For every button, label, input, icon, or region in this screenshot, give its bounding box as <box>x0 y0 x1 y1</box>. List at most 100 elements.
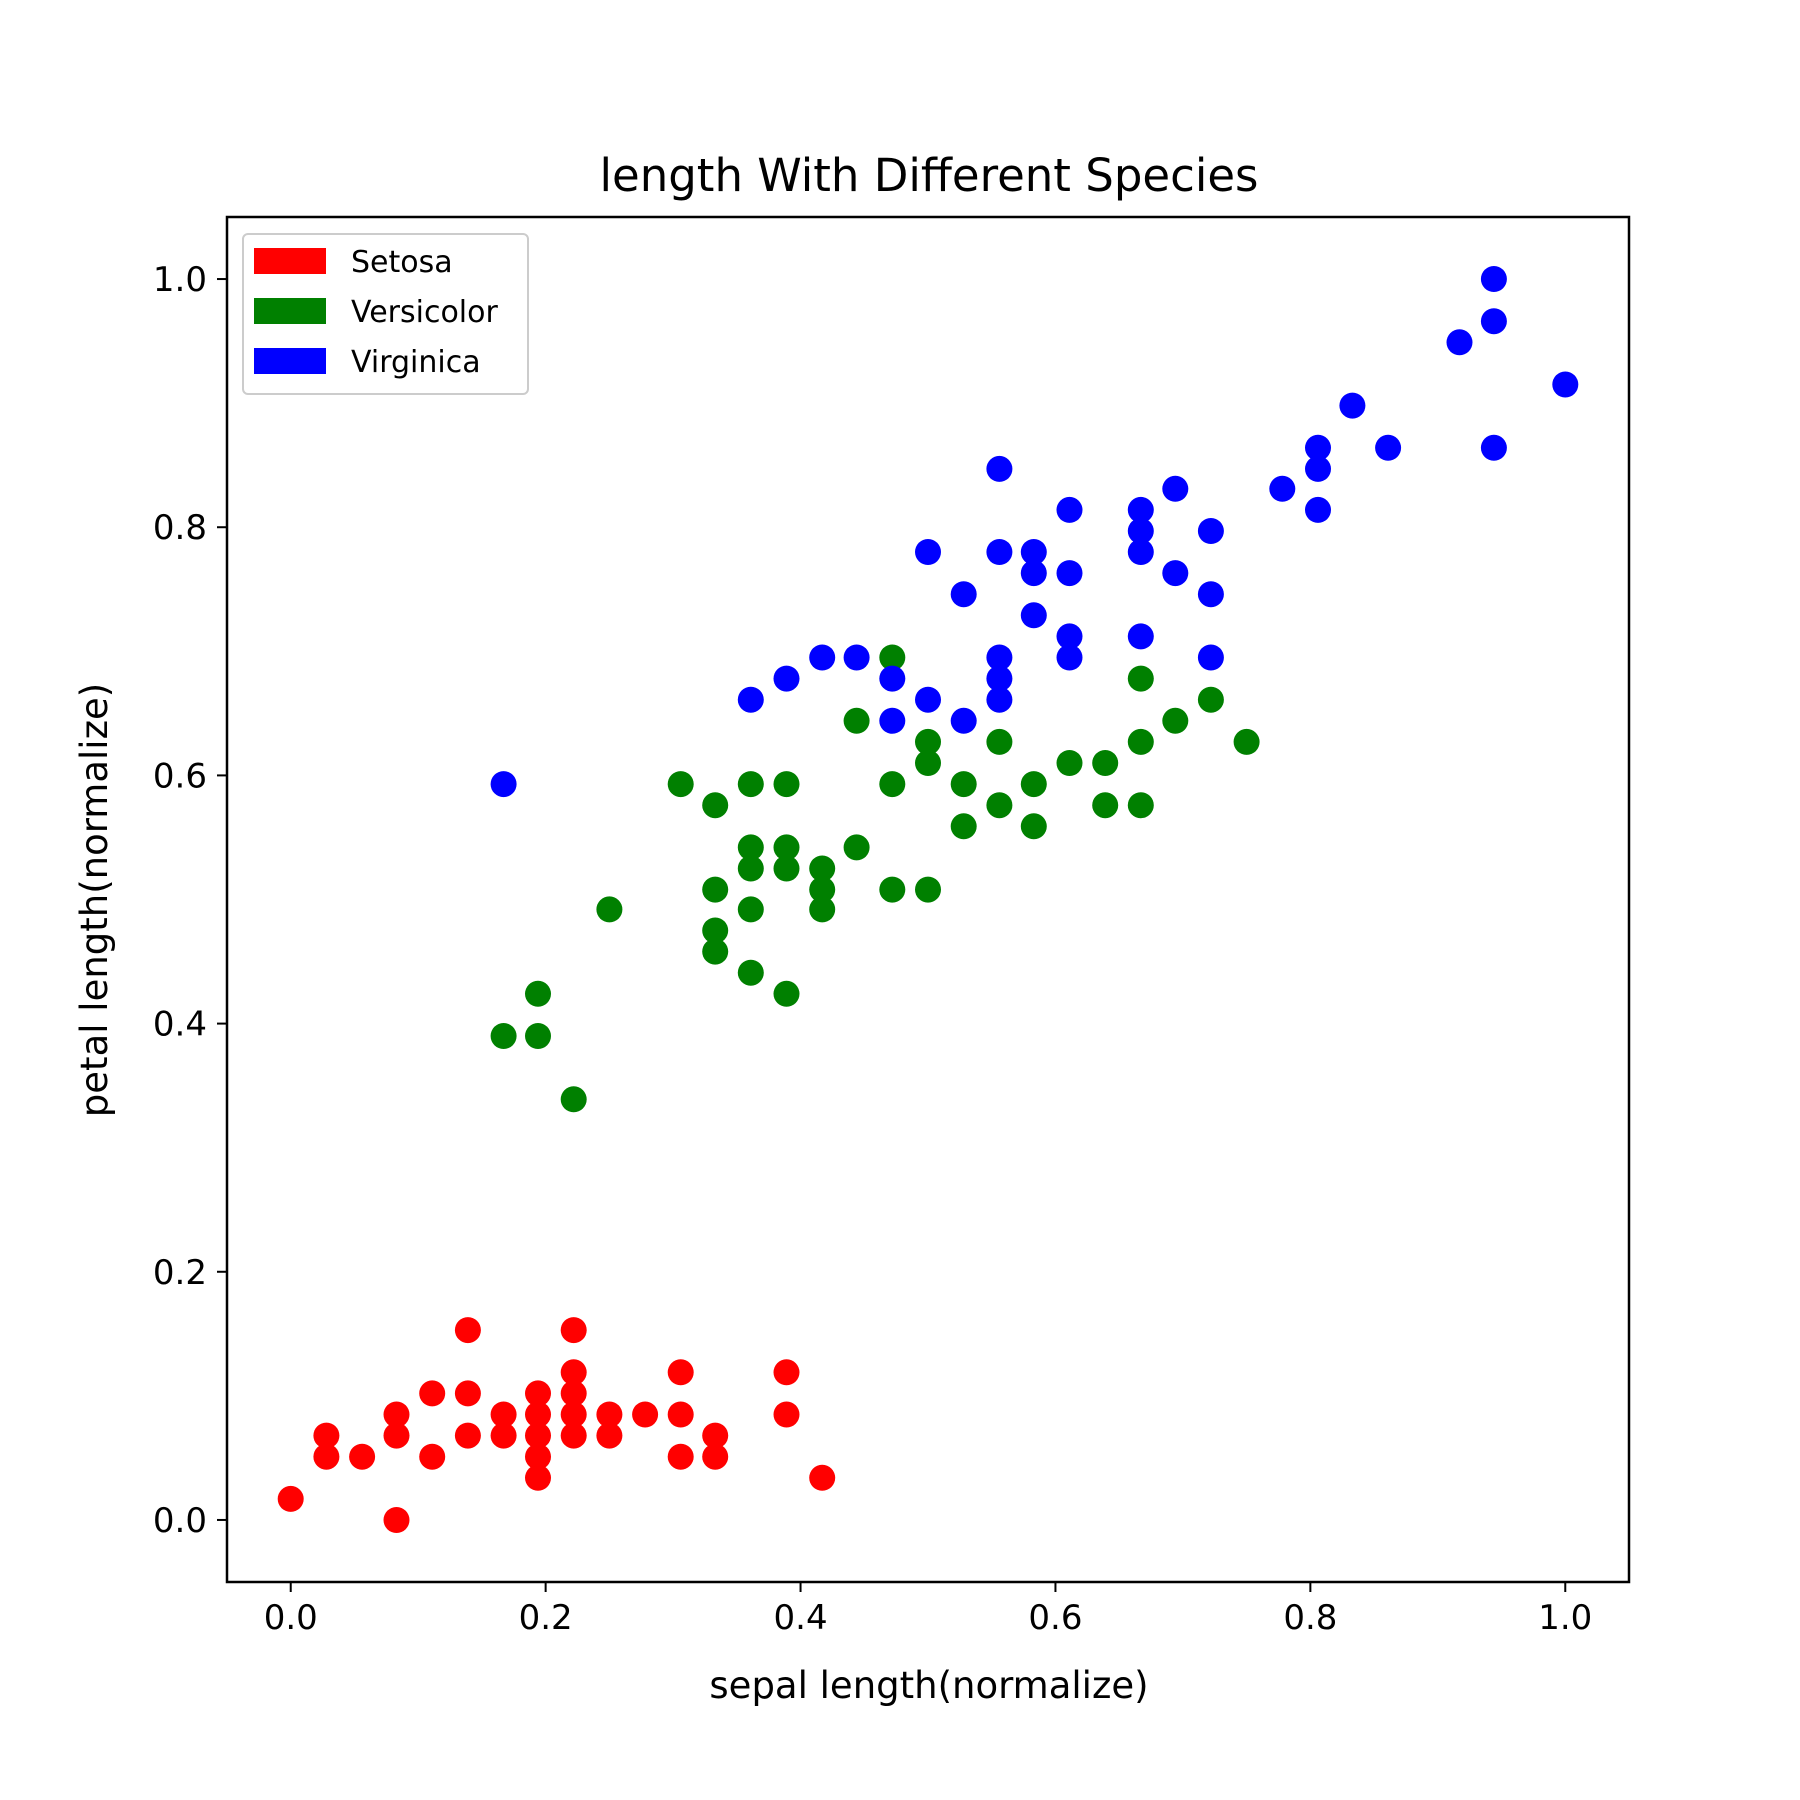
point-setosa-10 <box>454 1380 481 1407</box>
point-setosa-22 <box>560 1359 587 1386</box>
y-axis-ticks: 0.0 0.2 0.4 0.6 0.8 1.0 <box>153 260 227 1541</box>
point-versicolor-37 <box>1092 792 1119 819</box>
point-virginica-4 <box>843 644 870 671</box>
y-tick-label: 0.6 <box>153 756 207 796</box>
y-tick-label: 0.2 <box>153 1253 207 1293</box>
point-versicolor-31 <box>950 771 977 798</box>
point-versicolor-10 <box>737 959 764 986</box>
point-versicolor-36 <box>1056 750 1083 776</box>
point-virginica-6 <box>879 665 906 692</box>
point-virginica-37 <box>1375 434 1402 461</box>
point-virginica-25 <box>1127 518 1154 544</box>
point-setosa-24 <box>596 1422 623 1449</box>
point-setosa-16 <box>525 1422 551 1449</box>
point-virginica-12 <box>986 665 1013 692</box>
point-virginica-15 <box>986 455 1013 482</box>
point-setosa-29 <box>667 1359 694 1386</box>
y-tick-label: 1.0 <box>153 260 207 300</box>
point-setosa-3 <box>349 1443 376 1470</box>
point-setosa-13 <box>490 1401 517 1428</box>
point-setosa-1 <box>313 1443 340 1470</box>
legend-label-virginica: Virginica <box>351 345 481 380</box>
point-virginica-18 <box>1020 539 1047 565</box>
point-virginica-34 <box>1305 455 1331 482</box>
point-versicolor-43 <box>1197 686 1224 713</box>
point-versicolor-34 <box>1020 813 1047 840</box>
point-virginica-19 <box>1056 644 1083 671</box>
point-versicolor-24 <box>879 876 906 903</box>
point-virginica-29 <box>1197 644 1224 671</box>
point-versicolor-2 <box>525 980 551 1007</box>
point-virginica-32 <box>1269 475 1296 502</box>
point-versicolor-14 <box>737 771 764 798</box>
point-versicolor-7 <box>702 917 729 944</box>
point-virginica-10 <box>950 581 977 608</box>
point-setosa-9 <box>454 1422 481 1449</box>
point-setosa-21 <box>560 1380 587 1407</box>
legend-swatch-virginica <box>254 348 326 374</box>
point-virginica-35 <box>1305 434 1331 461</box>
legend-swatch-setosa <box>254 248 326 274</box>
point-setosa-34 <box>809 1464 836 1491</box>
point-virginica-0 <box>490 771 517 798</box>
point-versicolor-15 <box>773 980 800 1007</box>
point-setosa-7 <box>419 1443 446 1470</box>
point-setosa-8 <box>419 1380 446 1407</box>
point-virginica-30 <box>1197 581 1224 608</box>
point-setosa-15 <box>525 1443 551 1470</box>
point-virginica-36 <box>1339 392 1366 419</box>
point-virginica-5 <box>879 707 906 734</box>
point-setosa-25 <box>596 1401 623 1428</box>
point-versicolor-3 <box>560 1086 587 1113</box>
point-virginica-11 <box>986 686 1013 713</box>
y-axis-label: petal length(normalize) <box>73 683 116 1117</box>
x-tick-label: 0.2 <box>519 1598 573 1638</box>
point-setosa-26 <box>632 1401 659 1428</box>
point-virginica-9 <box>950 707 977 734</box>
point-virginica-38 <box>1446 329 1473 356</box>
point-virginica-27 <box>1162 560 1189 587</box>
point-setosa-30 <box>702 1443 729 1470</box>
point-versicolor-6 <box>702 938 729 965</box>
point-setosa-27 <box>667 1443 694 1470</box>
point-versicolor-25 <box>879 771 906 798</box>
point-versicolor-16 <box>773 855 800 882</box>
point-setosa-33 <box>773 1359 800 1386</box>
point-versicolor-18 <box>773 771 800 798</box>
point-setosa-32 <box>773 1401 800 1428</box>
plot-frame <box>225 215 1631 1584</box>
point-setosa-0 <box>277 1485 304 1512</box>
point-versicolor-19 <box>809 896 836 923</box>
legend: Setosa Versicolor Virginica <box>242 233 529 395</box>
x-tick-label: 0.8 <box>1283 1598 1337 1638</box>
point-versicolor-5 <box>667 771 694 798</box>
point-versicolor-32 <box>986 792 1013 819</box>
point-virginica-33 <box>1305 496 1331 523</box>
point-setosa-11 <box>454 1317 481 1344</box>
point-virginica-42 <box>1552 371 1579 398</box>
point-virginica-39 <box>1480 434 1507 461</box>
point-virginica-26 <box>1127 496 1154 523</box>
point-virginica-14 <box>986 539 1013 565</box>
point-versicolor-39 <box>1127 792 1154 819</box>
legend-label-setosa: Setosa <box>351 245 453 280</box>
point-versicolor-17 <box>773 834 800 861</box>
x-axis-ticks: 0.0 0.2 0.4 0.6 0.8 1.0 <box>264 1582 1592 1638</box>
points-layer <box>277 266 1579 1533</box>
point-versicolor-11 <box>737 896 764 923</box>
point-virginica-2 <box>773 665 800 692</box>
y-tick-label: 0.8 <box>153 508 207 548</box>
point-setosa-5 <box>383 1422 410 1449</box>
point-virginica-22 <box>1056 496 1083 523</box>
point-setosa-17 <box>525 1401 551 1428</box>
point-versicolor-42 <box>1162 707 1189 734</box>
point-setosa-28 <box>667 1401 694 1428</box>
point-versicolor-38 <box>1092 750 1119 776</box>
y-tick-label: 0.0 <box>153 1501 207 1541</box>
point-virginica-16 <box>1020 602 1047 629</box>
legend-label-versicolor: Versicolor <box>351 295 498 330</box>
point-versicolor-29 <box>915 728 941 755</box>
point-setosa-31 <box>702 1422 729 1449</box>
point-virginica-40 <box>1480 308 1507 335</box>
